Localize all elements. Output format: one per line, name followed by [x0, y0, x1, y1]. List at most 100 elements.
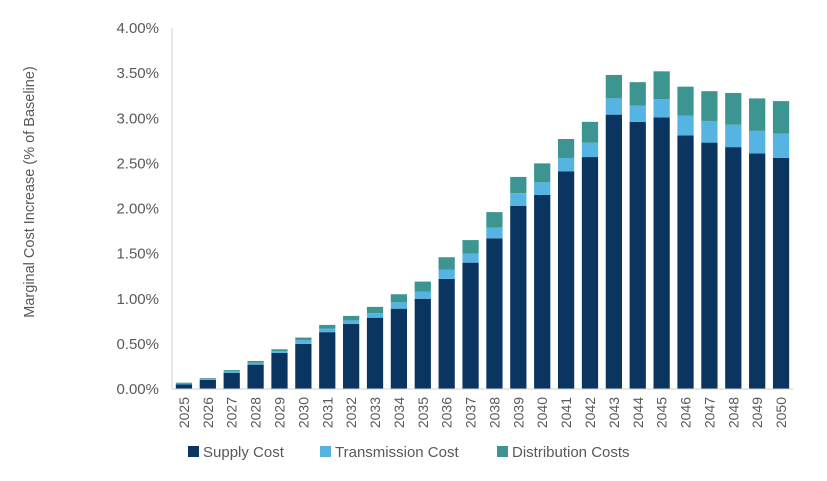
bar-segment-distribution-costs: [438, 257, 455, 270]
bar-segment-transmission-cost: [605, 98, 622, 115]
bar-segment-distribution-costs: [319, 324, 336, 329]
bar-segment-distribution-costs: [343, 315, 360, 321]
x-tick-label: 2045: [654, 397, 670, 428]
x-tick-label: 2046: [678, 397, 694, 428]
bar-segment-transmission-cost: [390, 302, 408, 309]
bar-segment-transmission-cost: [438, 269, 455, 279]
bar-segment-supply-cost: [271, 352, 288, 389]
bar-segment-transmission-cost: [534, 182, 551, 195]
bar-segment-distribution-costs: [486, 212, 503, 228]
bar-segment-transmission-cost: [581, 142, 599, 158]
bar-segment-supply-cost: [462, 262, 479, 389]
legend-swatch: [320, 446, 331, 457]
bar-segment-transmission-cost: [319, 328, 336, 333]
bar-segment-distribution-costs: [462, 240, 479, 254]
bar-segment-supply-cost: [725, 147, 742, 389]
bar-segment-supply-cost: [629, 121, 646, 390]
bar-segment-supply-cost: [677, 135, 694, 389]
bar-segment-supply-cost: [223, 372, 240, 389]
x-tick-label: 2042: [582, 397, 598, 428]
y-axis-label: Marginal Cost Increase (% of Baseline): [22, 66, 38, 317]
x-tick-label: 2047: [701, 397, 717, 428]
bar-segment-transmission-cost: [366, 313, 384, 318]
bar-segment-supply-cost: [366, 317, 384, 389]
x-tick-label: 2043: [606, 397, 622, 428]
x-tick-label: 2028: [248, 397, 264, 428]
bar-segment-distribution-costs: [581, 121, 599, 143]
x-tick-label: 2030: [295, 397, 311, 428]
x-tick-label: 2025: [176, 397, 192, 428]
bar-segment-supply-cost: [175, 384, 193, 389]
bar-segment-supply-cost: [486, 238, 503, 389]
bar-segment-supply-cost: [199, 379, 216, 389]
bar-segment-transmission-cost: [343, 320, 360, 325]
x-tick-label: 2040: [534, 397, 550, 428]
bar-segment-transmission-cost: [653, 99, 670, 118]
y-tick-label: 4.00%: [116, 20, 159, 37]
legend-label: Distribution Costs: [512, 444, 630, 461]
y-tick-label: 2.00%: [116, 201, 159, 218]
bar-segment-transmission-cost: [247, 362, 264, 365]
legend: Supply Cost Transmission Cost Distribution…: [188, 444, 630, 461]
legend-label: Supply Cost: [203, 444, 285, 461]
bar-segment-distribution-costs: [605, 74, 622, 99]
x-tick-label: 2049: [749, 397, 765, 428]
bar-segment-distribution-costs: [366, 306, 384, 314]
bar-segment-transmission-cost: [414, 291, 431, 299]
x-tick-label: 2050: [773, 397, 789, 428]
bar-segment-distribution-costs: [772, 101, 790, 134]
bar-segment-transmission-cost: [295, 340, 312, 344]
x-tick-label: 2048: [725, 397, 741, 428]
bar-segment-transmission-cost: [462, 253, 479, 263]
x-tick-label: 2033: [367, 397, 383, 428]
bar-segment-transmission-cost: [175, 383, 193, 385]
bar-segment-distribution-costs: [677, 86, 694, 116]
bar-segment-transmission-cost: [677, 115, 694, 136]
x-axis-ticks: 2025 2026 2027 2028 2029 2030 2031 2032 2033 2034…: [176, 397, 789, 428]
bar-segment-transmission-cost: [701, 120, 718, 143]
y-tick-label: 2.50%: [116, 155, 159, 172]
y-tick-label: 3.50%: [116, 65, 159, 82]
bar-segment-supply-cost: [438, 278, 455, 389]
bar-segment-distribution-costs: [510, 176, 527, 194]
y-axis-ticks: 0.00% 0.50% 1.00% 1.50% 2.00% 2.50% 3.00% 3.50%…: [116, 20, 159, 398]
bar-segment-supply-cost: [414, 298, 431, 389]
legend-swatch: [497, 446, 508, 457]
x-tick-label: 2029: [271, 397, 287, 428]
bar-segment-transmission-cost: [199, 379, 216, 380]
bar-segment-supply-cost: [295, 343, 312, 389]
bar-segment-supply-cost: [749, 153, 766, 389]
bar-segment-distribution-costs: [653, 71, 670, 100]
bar-segment-transmission-cost: [486, 227, 503, 239]
y-tick-label: 1.50%: [116, 246, 159, 263]
x-tick-label: 2039: [510, 397, 526, 428]
bar-segment-supply-cost: [343, 324, 360, 389]
bar-segment-transmission-cost: [772, 133, 790, 158]
bar-segment-distribution-costs: [175, 382, 193, 384]
x-tick-label: 2035: [415, 397, 431, 428]
bar-segment-supply-cost: [390, 308, 408, 389]
bar-segment-transmission-cost: [749, 130, 766, 154]
bar-segment-supply-cost: [557, 171, 575, 389]
y-tick-label: 1.00%: [116, 291, 159, 308]
bar-segment-distribution-costs: [749, 98, 766, 131]
bar-segment-supply-cost: [605, 114, 622, 389]
bar-segment-distribution-costs: [534, 163, 551, 183]
x-tick-label: 2034: [391, 397, 407, 428]
bar-segment-supply-cost: [772, 157, 790, 389]
y-tick-label: 0.50%: [116, 336, 159, 353]
bar-segment-distribution-costs: [295, 337, 312, 341]
bar-segment-distribution-costs: [199, 378, 216, 380]
x-tick-label: 2044: [630, 397, 646, 428]
bar-segment-transmission-cost: [557, 157, 575, 172]
bar-segment-transmission-cost: [510, 193, 527, 206]
bar-segment-supply-cost: [319, 332, 336, 389]
y-tick-label: 3.00%: [116, 110, 159, 127]
x-tick-label: 2026: [200, 397, 216, 428]
bar-segment-distribution-costs: [725, 92, 742, 125]
y-tick-label: 0.00%: [116, 381, 159, 398]
bar-segment-distribution-costs: [629, 82, 646, 106]
bar-segment-supply-cost: [247, 364, 264, 389]
bar-segment-transmission-cost: [629, 105, 646, 122]
